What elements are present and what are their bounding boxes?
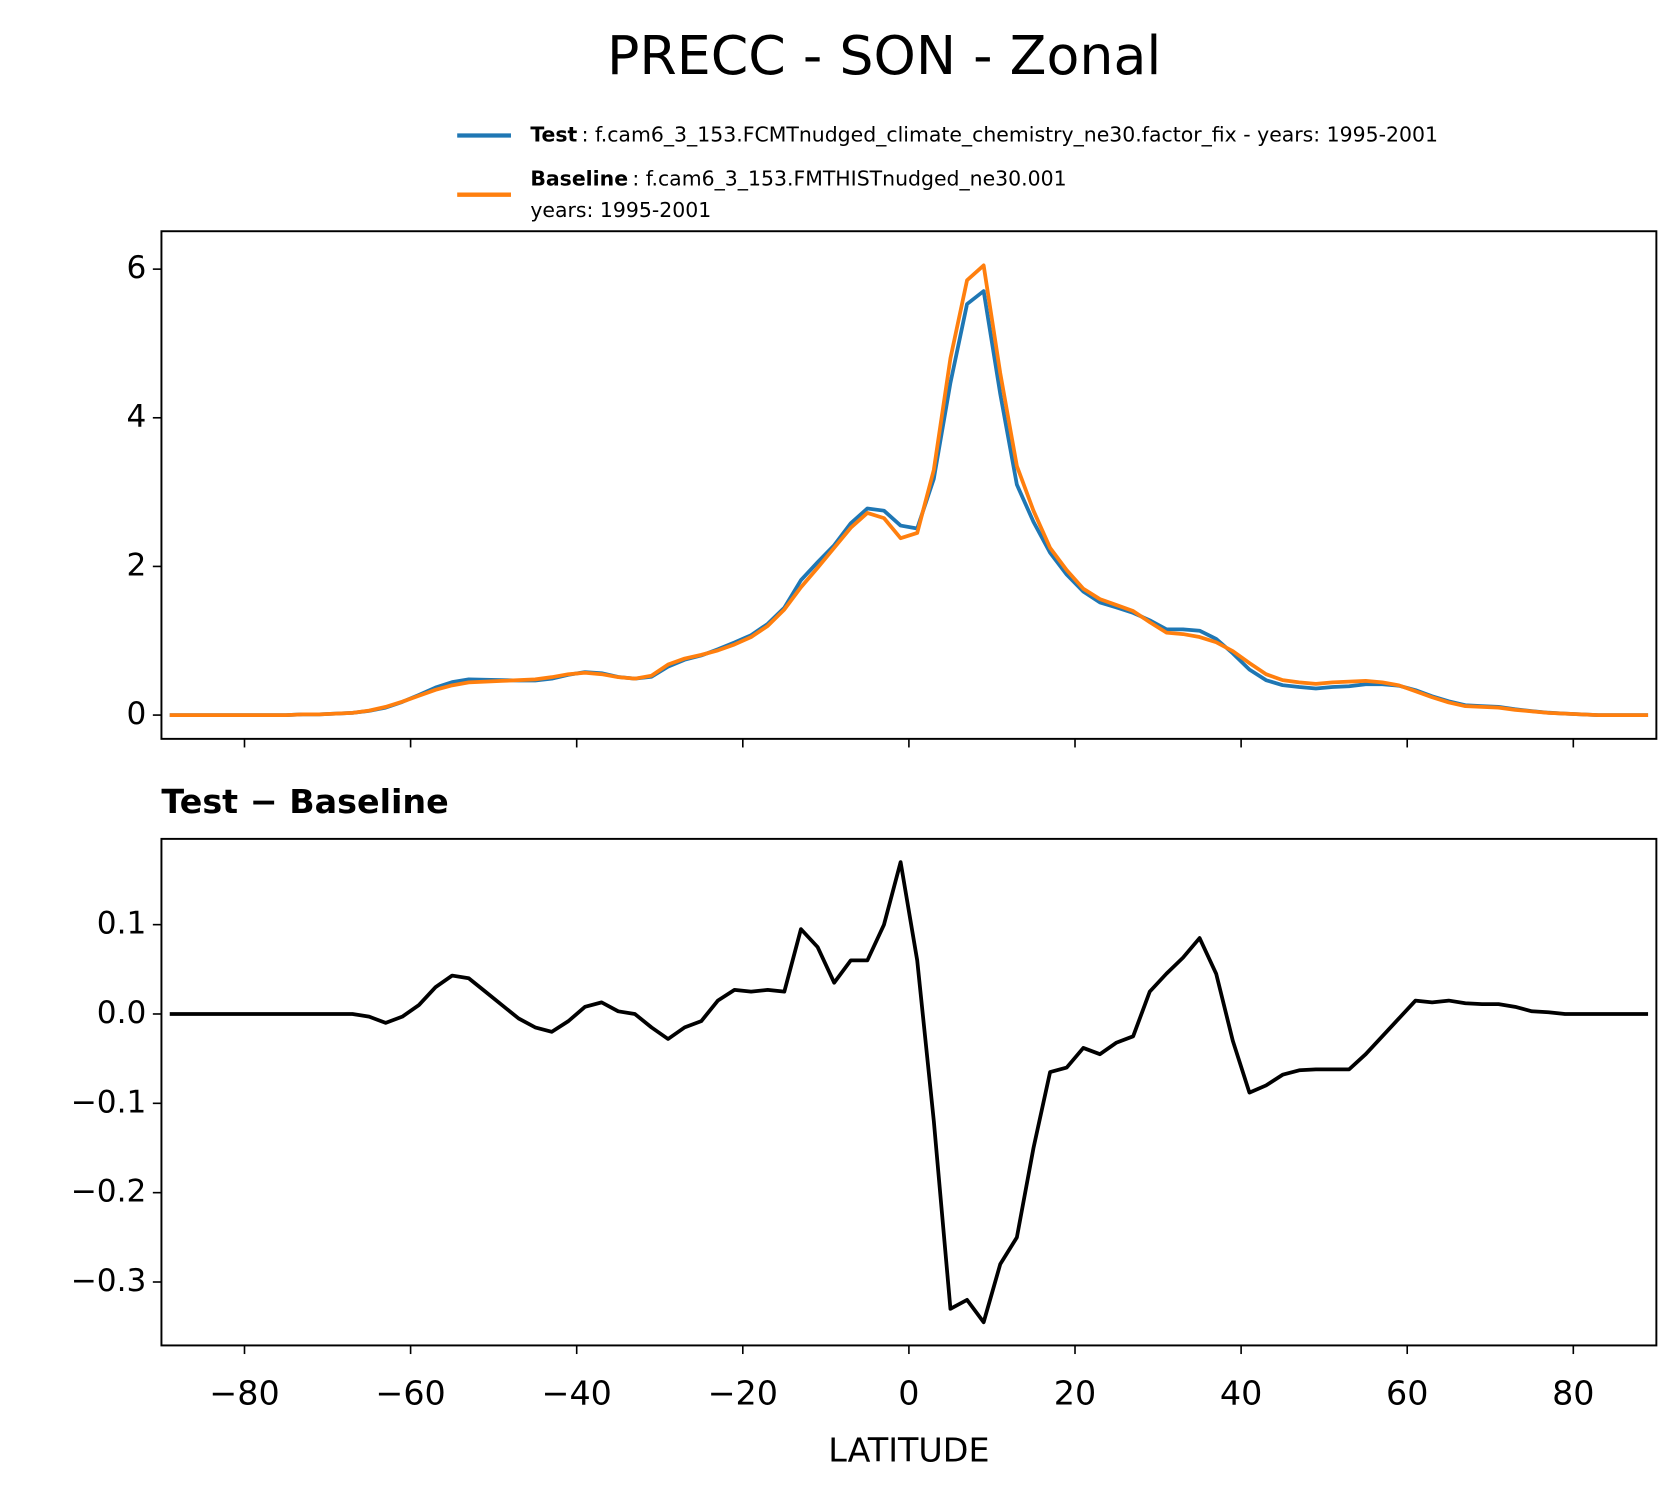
y-tick-label: 6: [127, 250, 147, 286]
data-line: [169, 860, 1649, 1325]
y-tick-label: 2: [127, 547, 147, 583]
legend-detail: : f.cam6_3_153.FMTHISTnudged_ne30.001: [632, 167, 1066, 192]
legend-label: Baseline: f.cam6_3_153.FMTHISTnudged_ne3…: [530, 167, 1066, 192]
x-tick-label: 80: [1552, 1373, 1594, 1412]
y-tick-label: −0.3: [71, 1263, 147, 1299]
legend-name: Baseline: [530, 167, 628, 191]
data-line: [169, 289, 1649, 717]
y-tick-label: 0.1: [97, 906, 147, 942]
legend-detail: : f.cam6_3_153.FCMTnudged_climate_chemis…: [582, 123, 1438, 148]
figure-title: PRECC - SON - Zonal: [607, 24, 1161, 87]
x-axis-label: LATITUDE: [828, 1430, 989, 1469]
x-tick-label: −20: [708, 1373, 778, 1412]
legend-label: Test: f.cam6_3_153.FCMTnudged_climate_ch…: [530, 123, 1438, 148]
panel-title: Test − Baseline: [161, 782, 448, 821]
y-tick-label: 0.0: [97, 995, 147, 1031]
y-tick-label: −0.1: [71, 1084, 147, 1120]
y-tick-label: 4: [127, 399, 147, 435]
x-tick-label: 40: [1220, 1373, 1262, 1412]
axes-frame: [160, 230, 1658, 740]
y-tick-label: 0: [127, 696, 147, 732]
legend-name: Test: [530, 123, 577, 147]
legend-detail: years: 1995-2001: [530, 198, 711, 222]
data-line: [169, 263, 1649, 717]
x-tick-label: 60: [1386, 1373, 1428, 1412]
x-tick-label: −40: [542, 1373, 612, 1412]
y-tick-label: −0.2: [71, 1174, 147, 1210]
x-tick-label: −80: [209, 1373, 279, 1412]
x-tick-label: 20: [1054, 1373, 1096, 1412]
x-tick-label: −60: [375, 1373, 445, 1412]
axes-frame: [160, 837, 1658, 1347]
x-tick-label: 0: [898, 1373, 919, 1412]
